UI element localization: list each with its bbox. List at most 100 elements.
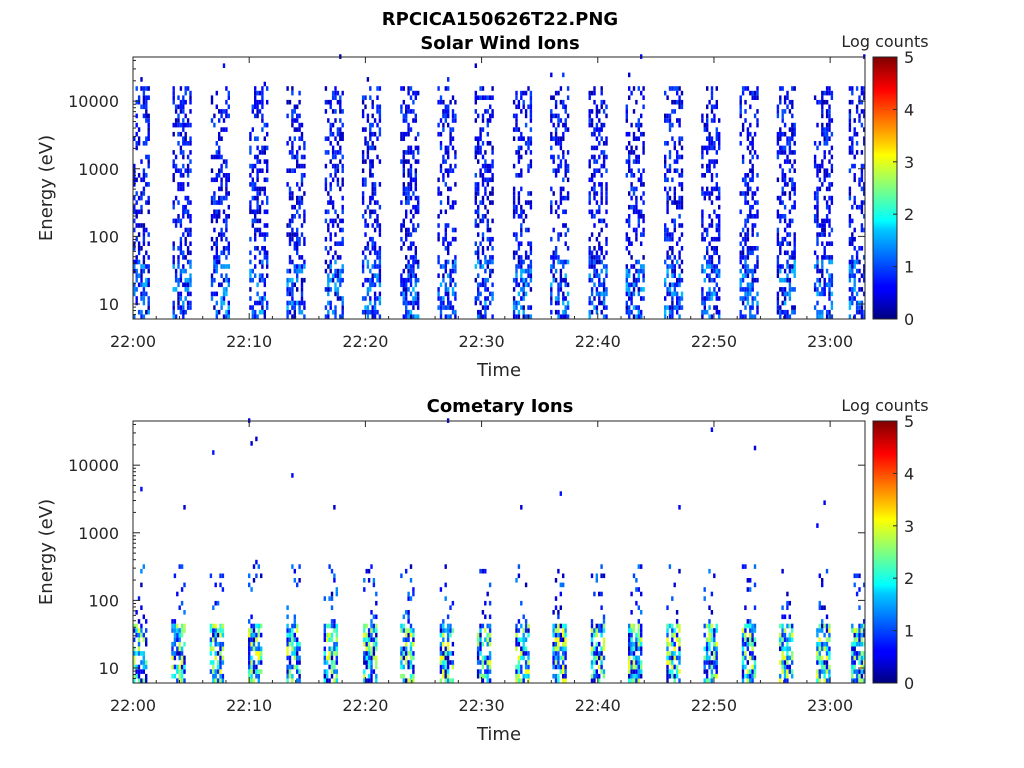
heatmap-cell — [449, 273, 452, 278]
heatmap-cell — [258, 232, 262, 237]
heatmap-cell — [184, 122, 187, 128]
heatmap-cell — [252, 637, 256, 642]
heatmap-cell — [409, 273, 413, 278]
heatmap-cell — [668, 314, 672, 319]
heatmap-cell — [595, 250, 599, 256]
heatmap-cell — [178, 673, 181, 679]
heatmap-cell — [554, 173, 558, 178]
heatmap-cell — [361, 109, 365, 114]
heatmap-cell — [830, 154, 834, 160]
heatmap-cell — [179, 273, 183, 278]
heatmap-cell — [786, 273, 789, 278]
heatmap-cell — [554, 104, 558, 110]
heatmap-cell — [680, 186, 684, 192]
heatmap-cell — [336, 141, 340, 146]
heatmap-cell — [751, 268, 754, 274]
heatmap-cell — [250, 660, 253, 665]
heatmap-cell — [600, 605, 603, 610]
heatmap-cell — [133, 651, 136, 656]
heatmap-cell — [371, 113, 374, 119]
heatmap-cell — [135, 296, 138, 301]
heatmap-cell — [481, 200, 485, 205]
heatmap-cell — [564, 651, 567, 656]
heatmap-cell — [562, 264, 565, 269]
heatmap-cell — [174, 287, 178, 292]
heatmap-cell — [293, 264, 296, 269]
heatmap-cell — [853, 195, 856, 201]
heatmap-cell — [517, 309, 521, 315]
heatmap-cell — [642, 95, 645, 100]
heatmap-cell — [147, 232, 150, 237]
heatmap-cell — [176, 669, 179, 674]
heatmap-cell — [515, 95, 518, 100]
heatmap-cell — [848, 218, 852, 224]
heatmap-cell — [324, 136, 328, 141]
heatmap-cell — [783, 109, 787, 114]
heatmap-cell — [366, 204, 370, 210]
heatmap-cell — [671, 296, 674, 301]
heatmap-cell — [793, 204, 796, 210]
heatmap-cell — [300, 291, 304, 297]
heatmap-cell — [706, 227, 709, 233]
heatmap-cell — [251, 168, 254, 173]
heatmap-cell — [749, 628, 752, 633]
heatmap-cell — [488, 628, 492, 633]
heatmap-cell — [293, 268, 296, 274]
heatmap-cell — [189, 227, 192, 233]
heatmap-cell — [221, 646, 225, 652]
heatmap-cell — [219, 582, 222, 588]
heatmap-cell — [855, 86, 859, 91]
heatmap-cell — [180, 669, 184, 674]
heatmap-cell — [825, 86, 829, 91]
heatmap-cell — [220, 186, 223, 192]
heatmap-cell — [286, 291, 289, 297]
heatmap-cell — [783, 314, 787, 319]
heatmap-cell — [477, 296, 480, 301]
heatmap-cell — [255, 559, 258, 565]
heatmap-cell — [628, 250, 631, 256]
heatmap-cell — [214, 628, 217, 633]
heatmap-cell — [288, 300, 292, 306]
heatmap-cell — [288, 223, 292, 228]
heatmap-cell — [708, 637, 711, 642]
heatmap-cell — [628, 669, 631, 674]
heatmap-cell — [515, 273, 518, 278]
heatmap-cell — [212, 450, 215, 455]
heatmap-cell — [520, 109, 523, 114]
heatmap-cell — [489, 191, 492, 196]
heatmap-cell — [189, 300, 192, 306]
heatmap-cell — [371, 277, 374, 283]
heatmap-cell — [863, 669, 866, 674]
heatmap-cell — [821, 628, 824, 633]
heatmap-cell — [336, 99, 340, 105]
heatmap-cell — [291, 628, 294, 633]
heatmap-cell — [331, 204, 335, 210]
heatmap-cell — [454, 268, 457, 274]
heatmap-cell — [710, 177, 714, 183]
heatmap-cell — [329, 141, 332, 146]
heatmap-cell — [783, 309, 787, 315]
x-tick-label: 23:00 — [807, 332, 853, 351]
heatmap-cell — [703, 122, 706, 128]
heatmap-cell — [848, 99, 852, 105]
heatmap-cell — [251, 314, 254, 319]
heatmap-cell — [481, 641, 485, 647]
heatmap-cell — [855, 673, 859, 679]
heatmap-cell — [363, 660, 366, 665]
heatmap-cell — [412, 664, 415, 670]
heatmap-cell — [451, 600, 455, 606]
heatmap-cell — [184, 282, 187, 288]
heatmap-cell — [515, 623, 518, 629]
heatmap-cell — [637, 159, 640, 164]
heatmap-cell — [449, 136, 452, 141]
heatmap-cell — [140, 628, 143, 633]
heatmap-cell — [331, 309, 335, 315]
heatmap-cell — [673, 195, 676, 201]
heatmap-cell — [216, 600, 220, 606]
heatmap-cell — [189, 168, 192, 173]
heatmap-cell — [366, 246, 370, 251]
heatmap-cell — [598, 246, 601, 251]
heatmap-cell — [221, 628, 225, 633]
heatmap-cell — [257, 564, 260, 569]
heatmap-cell — [590, 291, 594, 297]
